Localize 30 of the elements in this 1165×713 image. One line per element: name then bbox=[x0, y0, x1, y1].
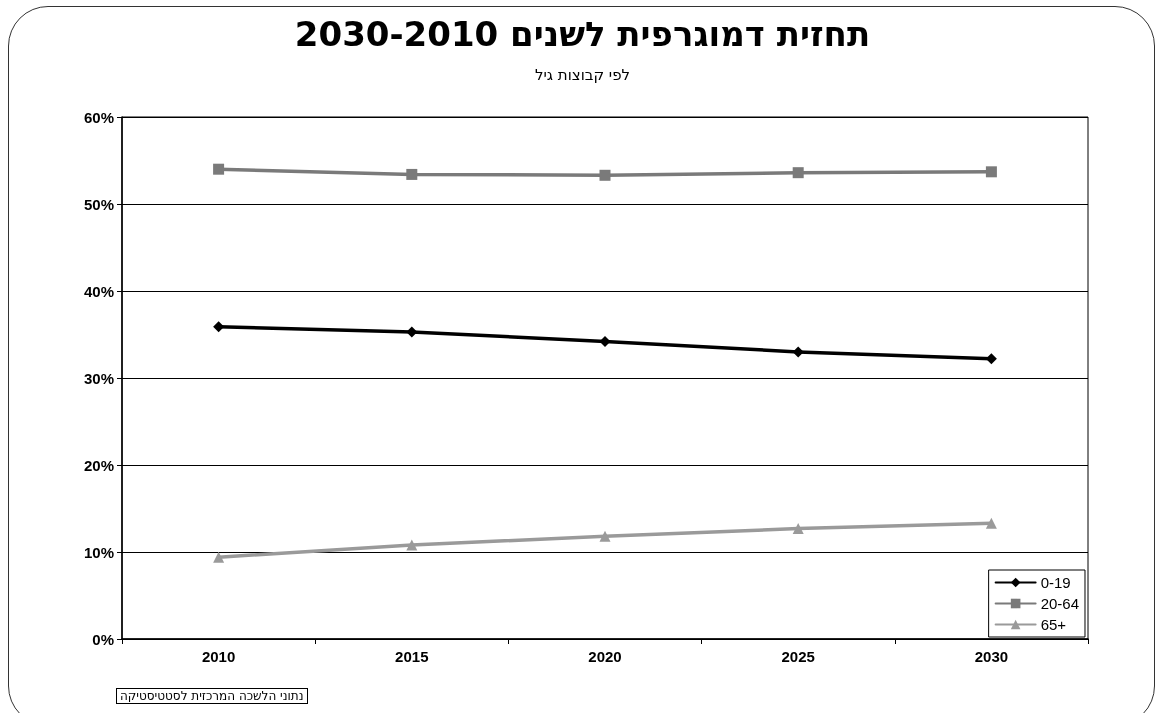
point bbox=[792, 167, 804, 179]
point bbox=[213, 551, 225, 563]
x-tick-label: 2025 bbox=[781, 648, 815, 665]
y-tick-label: 50% bbox=[83, 195, 114, 213]
x-tick-label: 2020 bbox=[588, 648, 622, 665]
y-tick-label: 0% bbox=[92, 630, 114, 648]
legend-label: 65+ bbox=[1040, 616, 1067, 633]
legend-label: 20-64 bbox=[1040, 595, 1080, 612]
point bbox=[792, 523, 804, 535]
point bbox=[406, 326, 418, 338]
x-tick-label: 2010 bbox=[201, 648, 236, 665]
point bbox=[985, 517, 997, 529]
legend-label: 0-19 bbox=[1040, 574, 1071, 591]
chart-title: תחזית דמוגרפית לשנים 2030-2010 bbox=[293, 14, 872, 54]
chart-subtitle: לפי קבוצות גיל bbox=[533, 66, 632, 84]
point bbox=[599, 530, 611, 542]
x-tick-label: 2030 bbox=[974, 648, 1009, 665]
x-tick-label: 2015 bbox=[395, 648, 429, 665]
point bbox=[406, 168, 418, 180]
y-tick-label: 60% bbox=[83, 108, 114, 126]
y-tick-label: 30% bbox=[83, 369, 114, 387]
y-tick-label: 10% bbox=[83, 543, 114, 561]
point bbox=[985, 166, 997, 178]
point bbox=[406, 539, 418, 551]
point bbox=[792, 346, 804, 358]
y-tick-label: 20% bbox=[83, 456, 114, 474]
text: נתוני הלשכה המרכזית לסטטיסטיקה bbox=[116, 688, 308, 704]
point bbox=[599, 169, 611, 181]
point bbox=[213, 163, 225, 175]
y-tick-label: 40% bbox=[83, 282, 114, 300]
